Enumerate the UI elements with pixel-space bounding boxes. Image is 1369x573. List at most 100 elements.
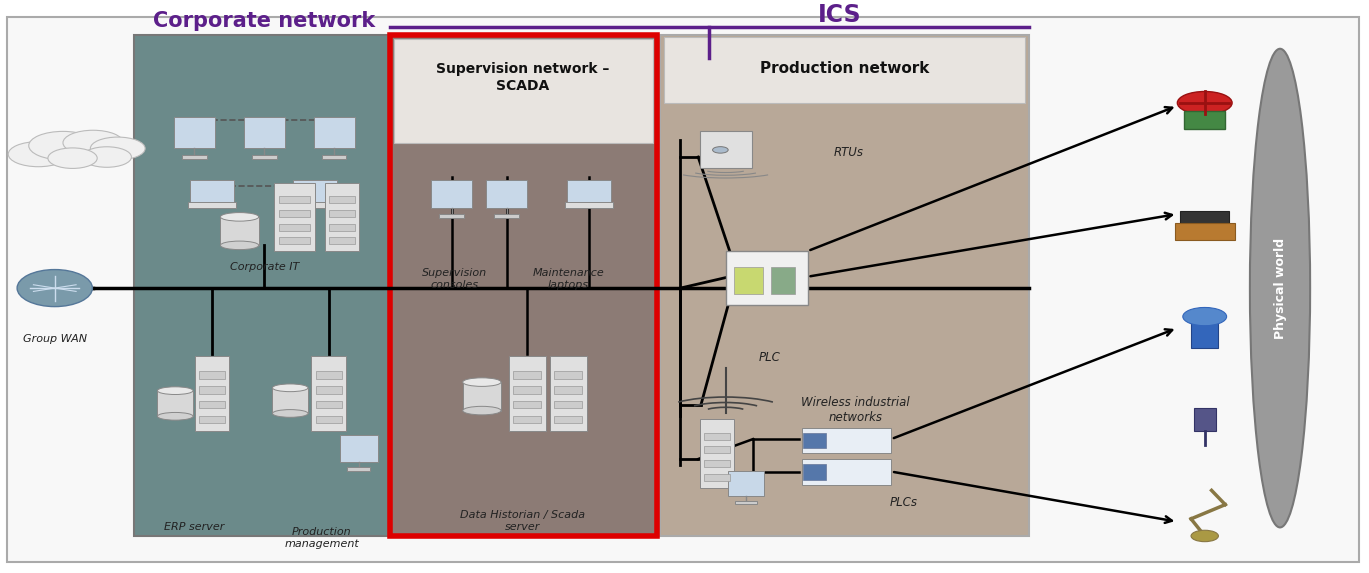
Circle shape — [1177, 92, 1232, 114]
Text: Supervision
consoles: Supervision consoles — [422, 268, 487, 290]
Bar — [726, 251, 808, 305]
Bar — [190, 180, 234, 206]
Bar — [324, 183, 359, 251]
Text: Physical world: Physical world — [1273, 238, 1287, 339]
Bar — [664, 37, 1025, 103]
Ellipse shape — [220, 241, 259, 250]
Bar — [174, 117, 215, 148]
Text: ICS: ICS — [817, 2, 861, 26]
Bar — [513, 386, 541, 394]
Bar — [340, 435, 378, 462]
Bar — [554, 401, 582, 409]
Bar — [700, 419, 734, 488]
Bar — [564, 202, 613, 209]
Bar — [252, 155, 277, 159]
Bar — [394, 39, 653, 143]
Bar — [220, 217, 259, 245]
Ellipse shape — [272, 384, 308, 392]
Circle shape — [712, 147, 728, 153]
Bar — [1184, 111, 1225, 128]
Bar — [735, 501, 757, 504]
Bar — [554, 416, 582, 423]
Bar — [290, 202, 340, 209]
Bar — [705, 460, 731, 467]
Bar — [348, 467, 370, 470]
Bar — [199, 386, 225, 394]
Bar — [182, 155, 207, 159]
Bar — [1180, 211, 1229, 225]
Bar — [274, 183, 315, 251]
Text: Data Historian / Scada
server: Data Historian / Scada server — [460, 511, 586, 532]
Bar — [728, 471, 764, 496]
Bar — [463, 382, 501, 411]
Bar — [199, 401, 225, 409]
Bar — [508, 356, 545, 430]
Ellipse shape — [16, 269, 92, 307]
Ellipse shape — [1250, 49, 1310, 527]
Bar — [554, 371, 582, 379]
Bar — [199, 371, 225, 379]
Ellipse shape — [463, 378, 501, 386]
Bar — [705, 446, 731, 453]
Bar — [494, 214, 519, 218]
Circle shape — [82, 147, 131, 167]
Bar — [188, 202, 237, 209]
Text: Corporate network: Corporate network — [153, 11, 375, 32]
Text: ERP server: ERP server — [164, 521, 225, 532]
Bar — [554, 386, 582, 394]
Bar — [660, 34, 1029, 536]
Bar — [311, 356, 345, 430]
Bar — [279, 210, 309, 217]
Text: PLCs: PLCs — [890, 496, 917, 509]
Text: Corporate IT: Corporate IT — [230, 262, 298, 272]
Bar — [329, 223, 356, 230]
Bar — [700, 131, 752, 168]
Ellipse shape — [272, 410, 308, 417]
Bar — [804, 433, 826, 448]
Text: Wireless industrial
networks: Wireless industrial networks — [801, 397, 910, 425]
Circle shape — [90, 137, 145, 160]
Bar — [486, 180, 527, 209]
Bar — [771, 267, 795, 295]
Bar — [804, 464, 826, 480]
Bar — [439, 214, 464, 218]
Bar — [329, 210, 356, 217]
Text: PLC: PLC — [758, 351, 780, 364]
Text: Production
management: Production management — [285, 527, 359, 549]
Circle shape — [63, 130, 123, 155]
Bar — [315, 371, 341, 379]
Circle shape — [1191, 530, 1218, 541]
Bar — [279, 223, 309, 230]
Bar — [315, 416, 341, 423]
Bar — [431, 180, 472, 209]
Circle shape — [8, 142, 68, 167]
Text: RTUs: RTUs — [834, 146, 864, 159]
Text: Group WAN: Group WAN — [23, 333, 86, 344]
Bar — [513, 416, 541, 423]
Ellipse shape — [157, 387, 193, 394]
Bar — [549, 356, 586, 430]
Bar — [513, 401, 541, 409]
Bar — [315, 401, 341, 409]
Bar — [157, 391, 193, 417]
Ellipse shape — [157, 413, 193, 420]
Bar — [734, 267, 763, 295]
Bar — [1175, 222, 1235, 240]
Bar — [279, 237, 309, 244]
Bar — [293, 180, 337, 206]
Bar — [390, 34, 657, 536]
Bar — [134, 34, 428, 536]
Bar — [801, 427, 890, 453]
Bar — [1194, 408, 1216, 430]
Bar — [801, 459, 890, 485]
Bar — [329, 197, 356, 203]
Text: Maintenance
laptops: Maintenance laptops — [533, 268, 604, 290]
Bar — [279, 197, 309, 203]
Bar — [315, 386, 341, 394]
Ellipse shape — [463, 406, 501, 415]
Circle shape — [48, 148, 97, 168]
Bar — [244, 117, 285, 148]
Bar — [272, 388, 308, 414]
Bar — [199, 416, 225, 423]
Bar — [1191, 319, 1218, 348]
